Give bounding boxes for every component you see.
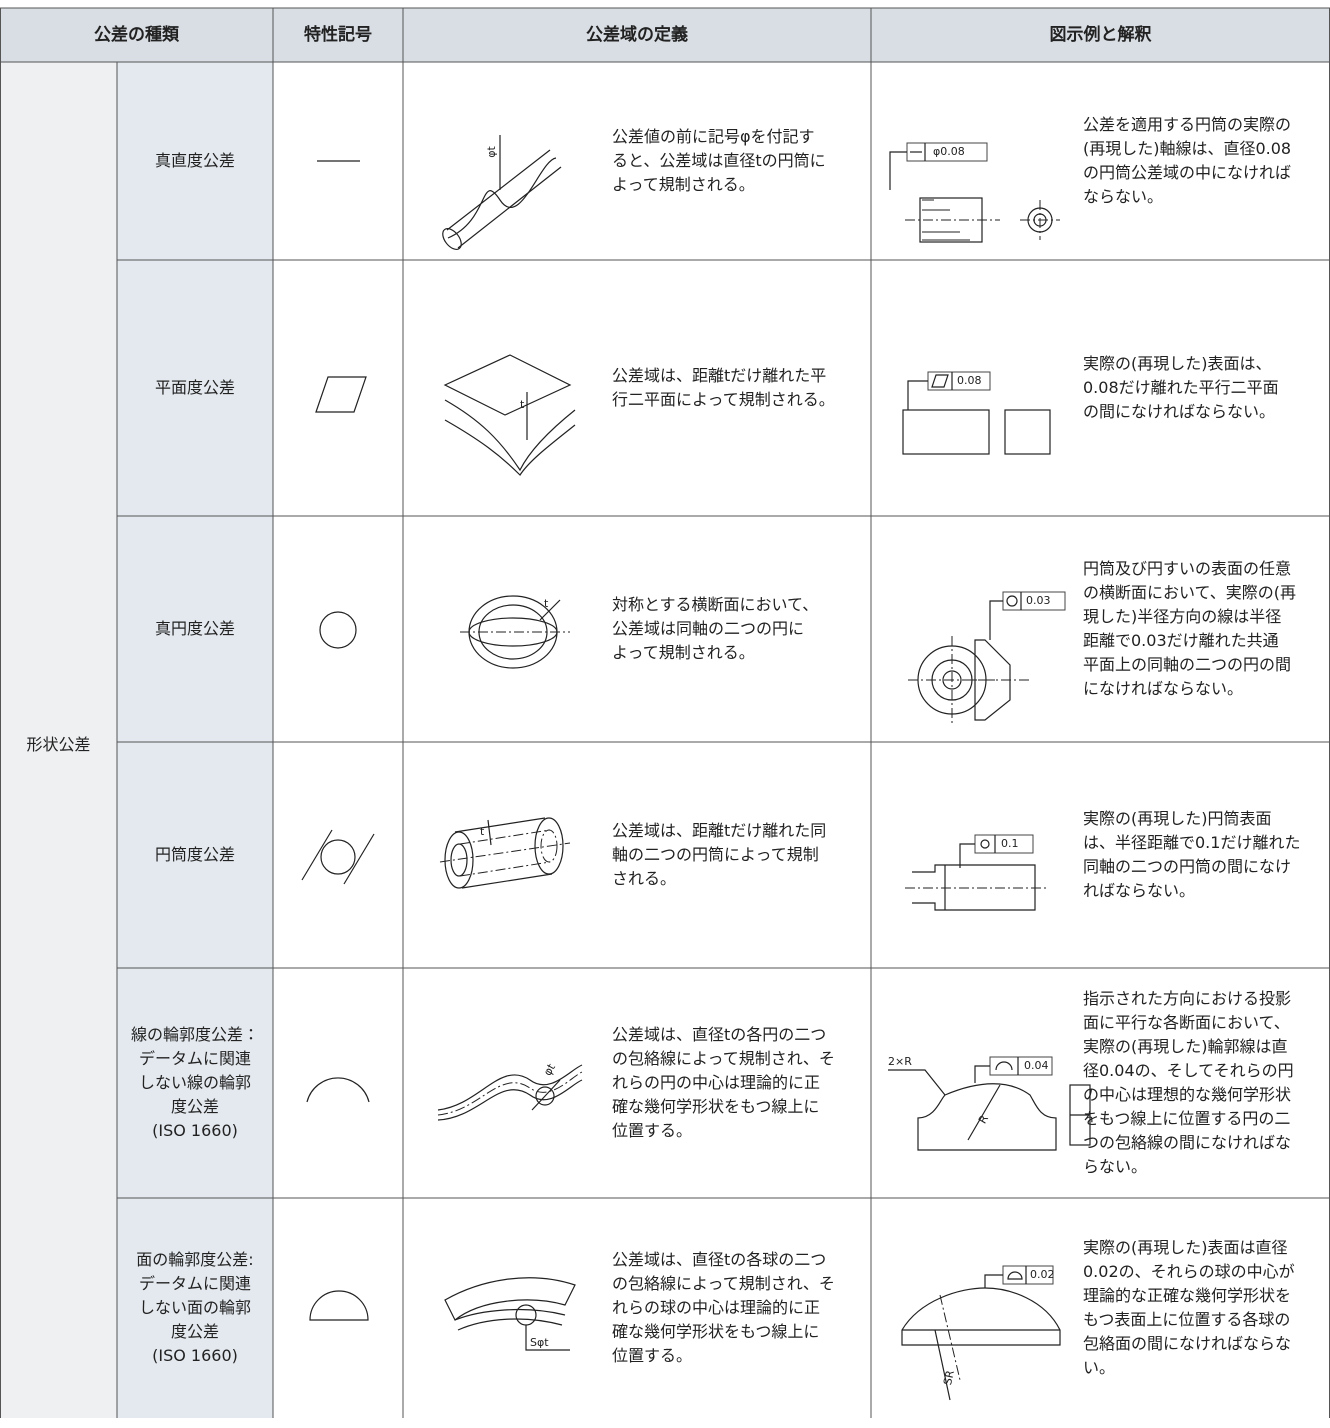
group-bg — [0, 62, 117, 1418]
diagram-label: 0.04 — [1024, 1059, 1049, 1072]
surface-profile-diagram: Sφt 0.02 SR — [444, 1265, 1061, 1401]
diagram-label: 0.03 — [1026, 594, 1051, 607]
diagram-label: t — [480, 825, 485, 838]
tolerance-name: 線の輪郭度公差： データムに関連 しない線の輪郭 度公差 (ISO 1660) — [130, 1025, 259, 1140]
group-label: 形状公差 — [26, 735, 91, 754]
line-profile-diagram: φt 2×R 0.04 R — [437, 1055, 1091, 1151]
tolerance-name: 真直度公差 — [154, 151, 235, 170]
zone-definition: 公差域は、距離tだけ離れた同 軸の二つの円筒によって規制 される。 — [612, 821, 827, 888]
header-cell: 公差の種類 — [94, 25, 179, 45]
interpretation: 実際の(再現した)表面は、 0.08だけ離れた平行二平面 の間になければならない… — [1083, 354, 1279, 421]
diagram-label: 0.08 — [957, 374, 982, 387]
zone-definition: 公差域は、直径tの各球の二つ の包絡線によって規制され、そ れらの球の中心は理論… — [612, 1250, 835, 1365]
zone-definition: 公差値の前に記号φを付記す ると、公差域は直径tの円筒に よって規制される。 — [612, 127, 826, 194]
diagram-label: φ0.08 — [933, 145, 965, 158]
diagram-label: φt — [485, 146, 498, 158]
diagram-label: φt — [541, 1061, 558, 1078]
zone-definition: 対称とする横断面において、 公差域は同軸の二つの円に よって規制される。 — [612, 595, 819, 662]
zone-definition: 公差域は、直径tの各円の二つ の包絡線によって規制され、そ れらの円の中心は理論… — [612, 1025, 835, 1140]
diagram-label: t — [520, 398, 525, 411]
diagram-label: SR — [941, 1369, 957, 1386]
interpretation: 円筒及び円すいの表面の任意 の横断面において、実際の(再 現した)半径方向の線は… — [1083, 559, 1296, 698]
diagram-label: 0.1 — [1001, 837, 1019, 850]
diagram-label: Sφt — [530, 1336, 549, 1349]
diagram-label: 0.02 — [1030, 1268, 1055, 1281]
header-cell: 図示例と解釈 — [1049, 25, 1152, 45]
header-cell: 特性記号 — [304, 25, 372, 45]
diagram-label: 2×R — [888, 1055, 912, 1068]
header-cell: 公差域の定義 — [586, 25, 688, 45]
diagram-label: R — [976, 1113, 991, 1126]
header-bg — [0, 8, 1330, 62]
straightness-diagram: φt φ0.08 — [442, 135, 1060, 250]
tolerance-name: 平面度公差 — [154, 378, 235, 397]
tolerance-name: 真円度公差 — [154, 619, 235, 638]
zone-definition: 公差域は、距離tだけ離れた平 行二平面によって規制される。 — [612, 366, 835, 409]
tolerance-name: 円筒度公差 — [154, 845, 235, 864]
interpretation: 実際の(再現した)円筒表面 は、半径距離で0.1だけ離れた 同軸の二つの円筒の間… — [1083, 809, 1301, 900]
interpretation: 指示された方向における投影 面に平行な各断面において、 実際の(再現した)輪郭線… — [1083, 989, 1294, 1176]
roundness-diagram: t 0.03 — [460, 591, 1066, 724]
flatness-diagram: t 0.08 — [443, 354, 1051, 476]
cylindricity-diagram: t 0.1 — [439, 817, 1048, 911]
tolerance-name: 面の輪郭度公差: データムに関連 しない面の輪郭 度公差 (ISO 1660) — [136, 1250, 254, 1365]
symbols — [301, 160, 375, 1321]
interpretation: 公差を適用する円筒の実際の (再現した)軸線は、直径0.08 の円筒公差域の中に… — [1083, 115, 1292, 206]
name-bg — [117, 62, 273, 1418]
diagram-label: t — [544, 597, 549, 610]
interpretation: 実際の(再現した)表面は直径 0.02の、それらの球の中心が 理論的な正確な幾何… — [1083, 1238, 1295, 1377]
